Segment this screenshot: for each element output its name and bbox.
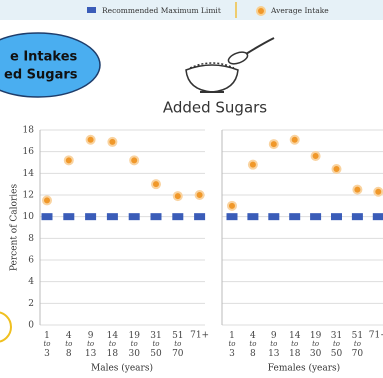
limit-marker bbox=[41, 213, 53, 221]
x-tick-label: 31 to 50 bbox=[150, 331, 162, 359]
y-tick-label: 8 bbox=[28, 234, 34, 244]
y-tick-label: 18 bbox=[23, 126, 35, 136]
limit-marker bbox=[85, 213, 97, 221]
x-axis-label: Females (years) bbox=[268, 363, 340, 374]
intake-marker bbox=[85, 134, 96, 145]
limit-marker bbox=[351, 213, 363, 221]
intake-marker bbox=[352, 184, 363, 195]
x-tick-label: 4 to 8 bbox=[65, 331, 72, 359]
limit-marker bbox=[150, 213, 162, 221]
intake-marker bbox=[247, 159, 258, 170]
y-tick-label: 12 bbox=[23, 191, 34, 201]
limit-marker bbox=[128, 213, 140, 221]
legend-label: Recommended Maximum Limit bbox=[102, 6, 221, 15]
badge bbox=[0, 32, 101, 98]
intake-marker bbox=[107, 136, 118, 147]
bowl-icon bbox=[185, 37, 275, 93]
intake-marker bbox=[63, 155, 74, 166]
intake-marker bbox=[373, 186, 383, 197]
limit-marker bbox=[310, 213, 322, 221]
x-tick-label: 19 to 30 bbox=[128, 331, 140, 359]
x-tick-label: 9 to 13 bbox=[85, 331, 97, 359]
x-tick-label: 4 to 8 bbox=[249, 331, 256, 359]
legend-swatch bbox=[256, 6, 266, 16]
badge-text: e Intakes bbox=[10, 50, 78, 65]
intake-marker bbox=[42, 195, 52, 206]
limit-marker bbox=[331, 213, 342, 221]
badge-text: ed Sugars bbox=[4, 68, 78, 83]
y-tick-label: 0 bbox=[28, 321, 34, 331]
y-tick-label: 14 bbox=[23, 169, 35, 179]
intake-marker bbox=[194, 190, 205, 200]
intake-marker bbox=[172, 191, 183, 202]
x-tick-label: 51 to 70 bbox=[172, 331, 184, 359]
limit-marker bbox=[289, 213, 301, 221]
decor-circle bbox=[0, 311, 12, 343]
x-tick-label: 71+ bbox=[190, 331, 209, 341]
y-tick-label: 4 bbox=[28, 277, 34, 287]
intake-marker bbox=[227, 200, 237, 211]
intake-marker bbox=[331, 164, 342, 174]
intake-marker bbox=[310, 151, 321, 161]
limit-marker bbox=[268, 213, 280, 221]
chart-title: Added Sugars bbox=[163, 99, 267, 117]
legend-strip bbox=[0, 0, 383, 20]
y-tick-label: 16 bbox=[23, 147, 35, 157]
intake-marker bbox=[151, 179, 161, 190]
x-tick-label: 9 to 13 bbox=[268, 331, 280, 359]
y-tick-label: 10 bbox=[23, 212, 35, 222]
limit-marker bbox=[172, 213, 184, 221]
y-tick-label: 2 bbox=[28, 299, 34, 309]
limit-marker bbox=[226, 213, 238, 221]
x-tick-label: 14 to 18 bbox=[107, 331, 119, 359]
y-tick-label: 6 bbox=[28, 256, 34, 266]
x-tick-label: 71+ bbox=[369, 331, 383, 341]
x-tick-label: 31 to 50 bbox=[331, 331, 343, 359]
limit-marker bbox=[194, 213, 206, 221]
intake-marker bbox=[268, 139, 279, 150]
intake-marker bbox=[129, 155, 140, 166]
x-tick-label: 14 to 18 bbox=[289, 331, 301, 359]
legend-swatch bbox=[87, 7, 96, 13]
limit-marker bbox=[63, 213, 75, 221]
x-tick-label: 19 to 30 bbox=[310, 331, 322, 359]
x-axis-label: Males (years) bbox=[91, 363, 153, 374]
limit-marker bbox=[372, 213, 383, 221]
intake-marker bbox=[289, 134, 300, 145]
x-tick-label: 51 to 70 bbox=[352, 331, 364, 359]
x-tick-label: 1 to 3 bbox=[228, 331, 235, 359]
x-tick-label: 1 to 3 bbox=[43, 331, 50, 359]
legend-label: Average Intake bbox=[270, 6, 329, 15]
limit-marker bbox=[247, 213, 259, 221]
y-axis-label: Percent of Calories bbox=[10, 184, 20, 272]
limit-marker bbox=[106, 213, 118, 221]
